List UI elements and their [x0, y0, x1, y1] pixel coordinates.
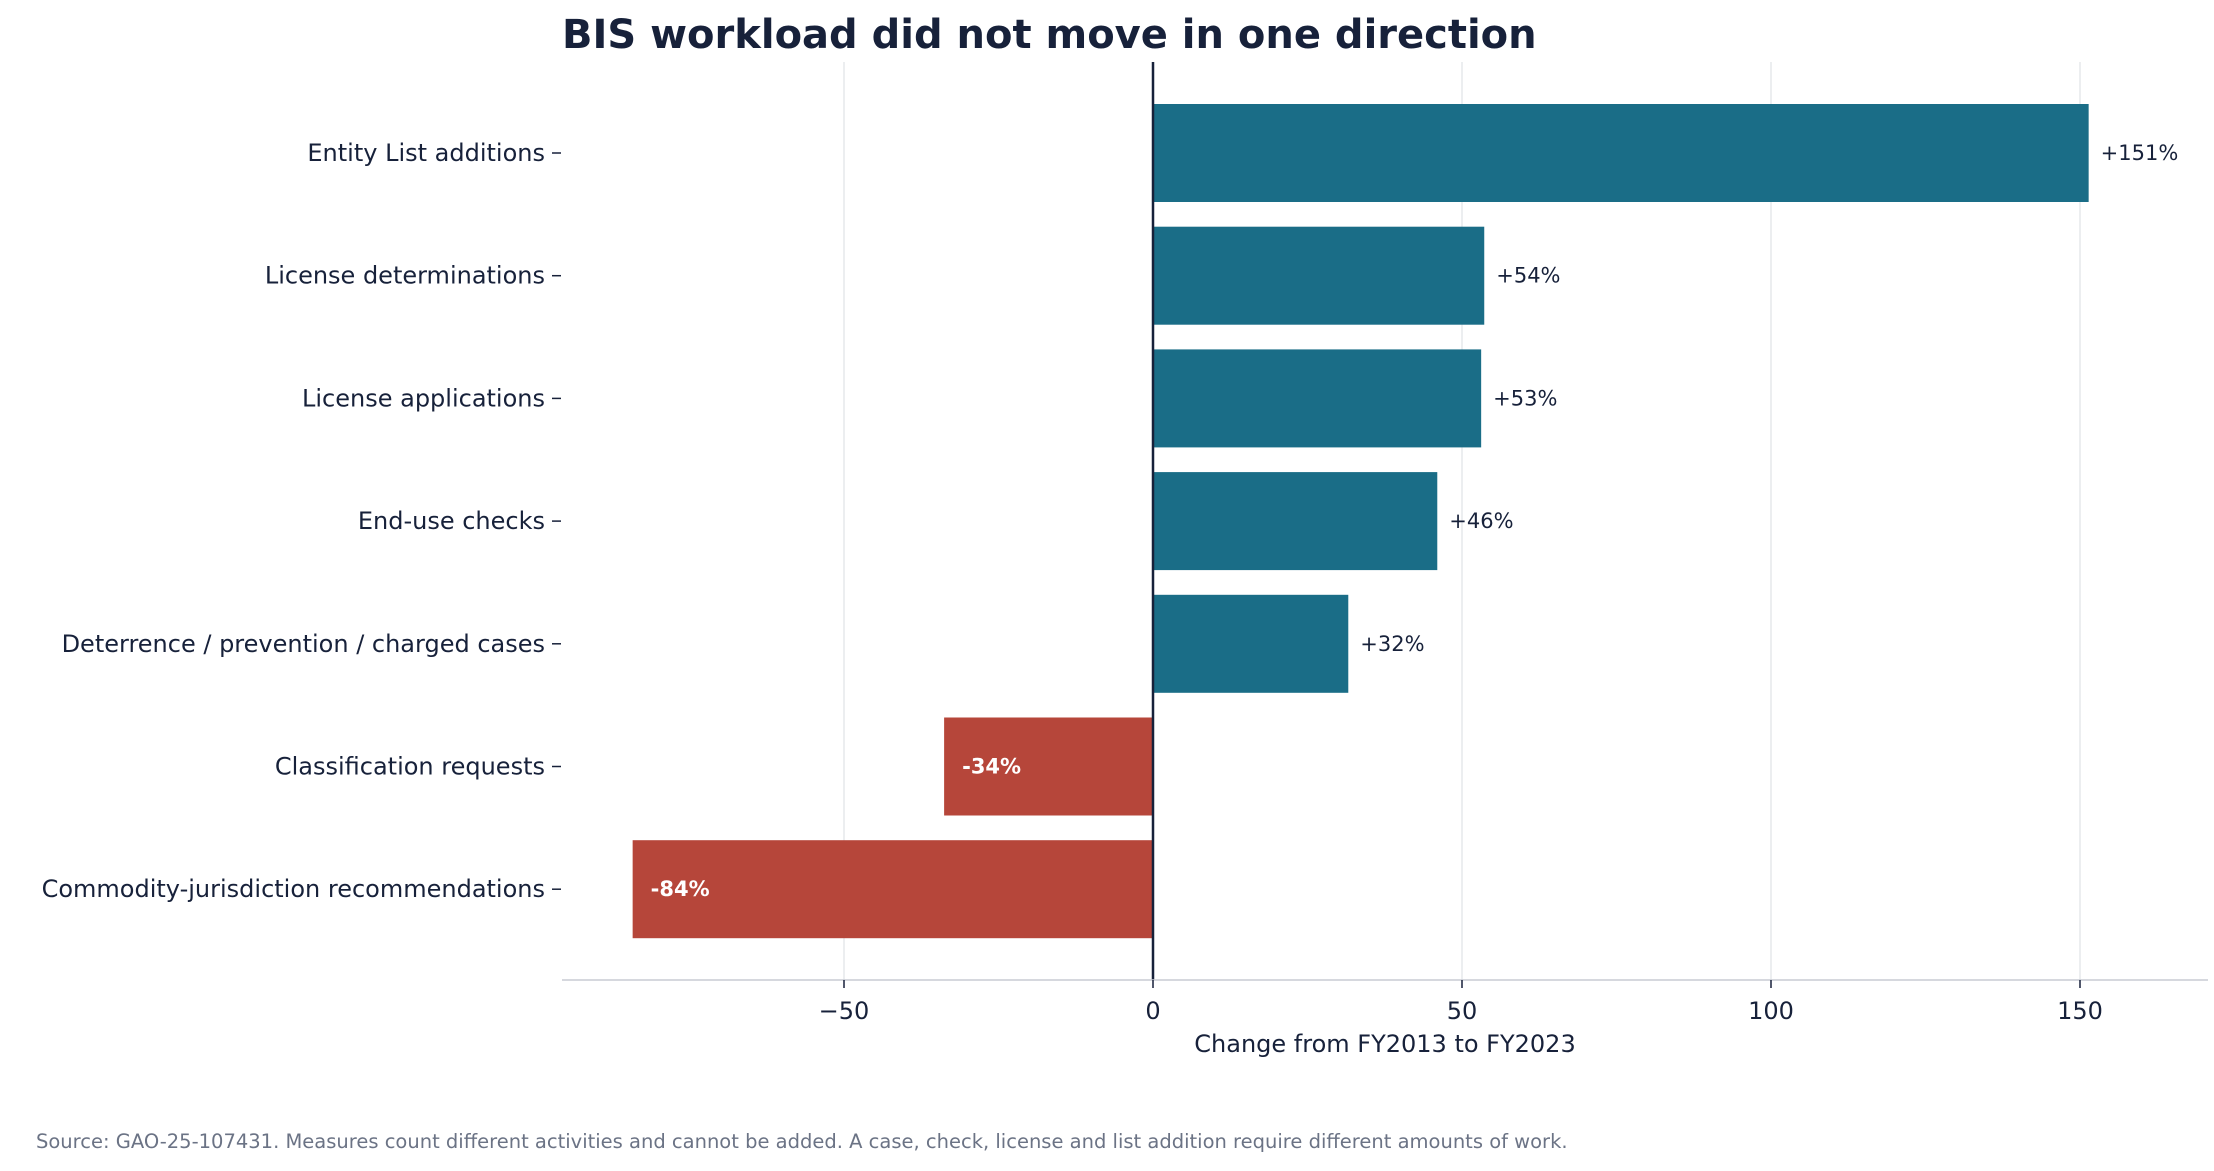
- x-tick-label: −50: [819, 997, 870, 1025]
- category-label: License determinations: [265, 262, 545, 290]
- category-label: License applications: [302, 384, 545, 412]
- category-label: End-use checks: [358, 507, 545, 535]
- category-label: Classification requests: [275, 753, 545, 781]
- data-label: +46%: [1449, 509, 1513, 533]
- x-tick-label: 0: [1145, 997, 1160, 1025]
- category-label: Deterrence / prevention / charged cases: [62, 630, 545, 658]
- bar: [1153, 472, 1438, 571]
- data-label: -34%: [962, 755, 1021, 779]
- bar: [944, 717, 1153, 816]
- chart-title: BIS workload did not move in one directi…: [562, 12, 1537, 58]
- x-tick-label: 150: [2057, 997, 2103, 1025]
- category-label: Commodity-jurisdiction recommendations: [42, 875, 545, 903]
- x-tick-label: 50: [1447, 997, 1478, 1025]
- x-axis-label: Change from FY2013 to FY2023: [1194, 1030, 1575, 1058]
- source-note: Source: GAO-25-107431. Measures count di…: [36, 1130, 1568, 1153]
- bar: [1153, 349, 1482, 448]
- x-tick-label: 100: [1748, 997, 1794, 1025]
- data-label: +32%: [1360, 632, 1424, 656]
- data-label: +151%: [2101, 141, 2179, 165]
- data-label: -84%: [651, 877, 710, 901]
- data-label: +54%: [1496, 264, 1560, 288]
- data-label: +53%: [1493, 386, 1557, 410]
- bar: [1153, 226, 1485, 325]
- category-label: Entity List additions: [307, 139, 545, 167]
- bar: [1153, 594, 1349, 693]
- bar: [632, 840, 1153, 939]
- bar: [1153, 104, 2089, 202]
